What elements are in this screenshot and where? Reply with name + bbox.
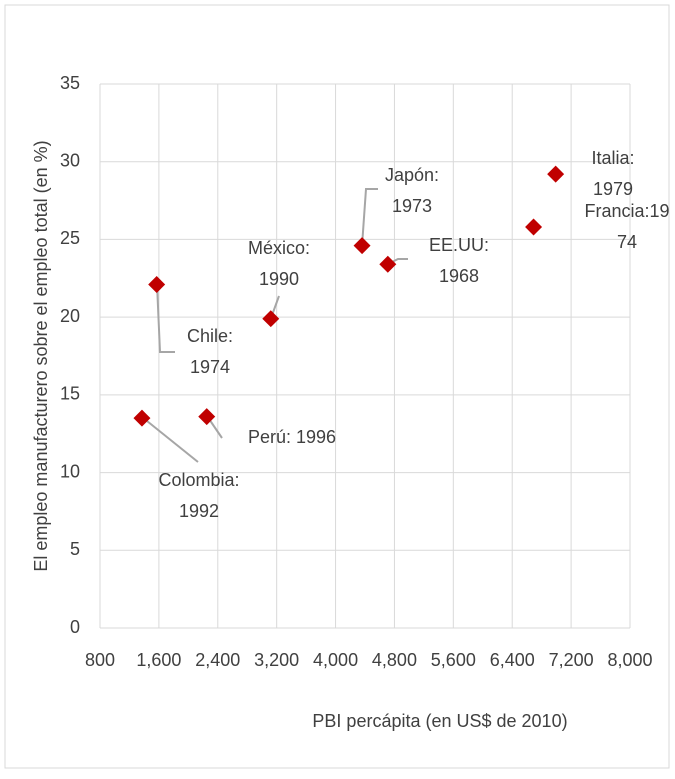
x-tick-label: 4,800 bbox=[372, 650, 417, 670]
point-label: Colombia: bbox=[158, 470, 239, 490]
point bbox=[353, 237, 371, 255]
point-label: Chile: bbox=[187, 326, 233, 346]
point-label: 1979 bbox=[593, 179, 633, 199]
point-label: 1973 bbox=[392, 196, 432, 216]
point-label: 1968 bbox=[439, 266, 479, 286]
point-label: Perú: 1996 bbox=[248, 427, 336, 447]
point-label: EE.UU: bbox=[429, 235, 489, 255]
point-label: Italia: bbox=[591, 148, 634, 168]
point-label: 1974 bbox=[190, 357, 230, 377]
point bbox=[379, 255, 397, 273]
y-tick-label: 25 bbox=[60, 228, 80, 248]
point-label: 74 bbox=[617, 232, 637, 252]
point bbox=[148, 276, 166, 293]
x-tick-label: 5,600 bbox=[431, 650, 476, 670]
y-tick-label: 15 bbox=[60, 384, 80, 404]
point bbox=[262, 310, 280, 328]
point bbox=[198, 408, 216, 426]
point bbox=[525, 218, 543, 236]
y-tick-label: 10 bbox=[60, 461, 80, 481]
chart-frame bbox=[4, 4, 670, 769]
y-tick-label: 30 bbox=[60, 150, 80, 170]
point bbox=[547, 165, 565, 183]
y-tick-label: 20 bbox=[60, 306, 80, 326]
point bbox=[133, 409, 151, 427]
point-label: Francia:19 bbox=[584, 201, 669, 221]
x-tick-label: 2,400 bbox=[195, 650, 240, 670]
point-label: 1990 bbox=[259, 269, 299, 289]
x-tick-label: 4,000 bbox=[313, 650, 358, 670]
x-tick-label: 7,200 bbox=[549, 650, 594, 670]
x-tick-label: 800 bbox=[85, 650, 115, 670]
leader-line bbox=[361, 188, 378, 247]
leader-line bbox=[141, 416, 199, 463]
x-tick-label: 3,200 bbox=[254, 650, 299, 670]
y-tick-label: 5 bbox=[70, 539, 80, 559]
y-tick-label: 35 bbox=[60, 73, 80, 93]
x-tick-label: 8,000 bbox=[607, 650, 652, 670]
leader-line bbox=[156, 283, 175, 353]
y-tick-label: 0 bbox=[70, 617, 80, 637]
point-label: Japón: bbox=[385, 165, 439, 185]
point-label: 1992 bbox=[179, 501, 219, 521]
point-label: México: bbox=[248, 238, 310, 258]
x-axis-title: PBI percápita (en US$ de 2010) bbox=[312, 711, 567, 731]
x-tick-label: 1,600 bbox=[136, 650, 181, 670]
x-tick-label: 6,400 bbox=[490, 650, 535, 670]
y-axis-title: El empleo manufacturero sobre el empleo … bbox=[31, 140, 51, 571]
